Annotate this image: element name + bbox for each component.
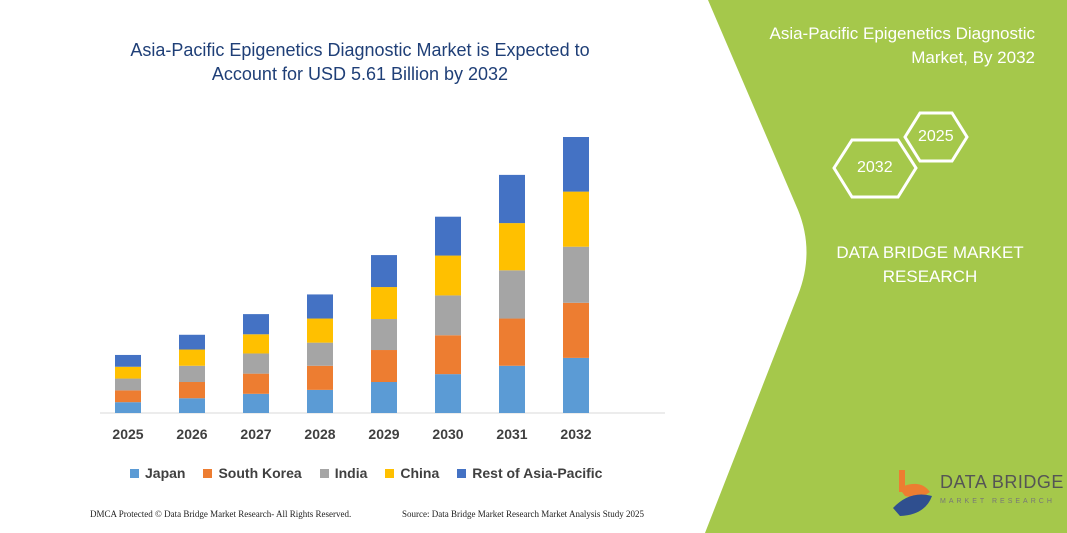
legend-swatch bbox=[319, 468, 329, 478]
hexagon-2025 bbox=[903, 111, 969, 163]
legend-swatch bbox=[385, 468, 395, 478]
bar-segment-china-2032 bbox=[563, 191, 589, 247]
bar-segment-india-2027 bbox=[243, 353, 269, 374]
legend-swatch bbox=[130, 468, 139, 478]
bar-segment-japan-2026 bbox=[179, 398, 205, 413]
x-tick-label: 2030 bbox=[432, 426, 463, 442]
bar-segment-rest-of-asia-pacific-2031 bbox=[499, 174, 525, 224]
bar-segment-rest-of-asia-pacific-2025 bbox=[115, 354, 141, 367]
chart-title: Asia-Pacific Epigenetics Diagnostic Mark… bbox=[130, 40, 590, 84]
legend-item-south-korea: South Korea bbox=[203, 465, 302, 481]
bar-segment-rest-of-asia-pacific-2029 bbox=[371, 255, 397, 288]
bar-segment-japan-2029 bbox=[371, 382, 397, 413]
green-side-panel bbox=[705, 0, 1067, 533]
x-tick-labels: 2025 2026 2027 2028 2029 2030 2031 2032 bbox=[112, 426, 591, 442]
bar-segment-rest-of-asia-pacific-2026 bbox=[179, 334, 205, 350]
bar-segment-rest-of-asia-pacific-2027 bbox=[243, 314, 269, 335]
bar-segment-japan-2027 bbox=[243, 393, 269, 413]
bar-segment-south-korea-2028 bbox=[307, 365, 333, 390]
legend-item-china: China bbox=[385, 465, 439, 481]
legend-label: India bbox=[334, 465, 368, 481]
bar-segment-india-2029 bbox=[371, 319, 397, 351]
bar-segment-japan-2025 bbox=[115, 402, 141, 413]
x-tick-label: 2029 bbox=[368, 426, 399, 442]
bar-segment-india-2025 bbox=[115, 378, 141, 391]
bar-segment-japan-2030 bbox=[435, 374, 461, 413]
bar-segment-china-2030 bbox=[435, 255, 461, 296]
bar-segment-south-korea-2029 bbox=[371, 350, 397, 383]
bar-segment-china-2029 bbox=[371, 287, 397, 320]
legend: Japan South Korea India China Rest of As… bbox=[130, 465, 602, 481]
x-tick-label: 2026 bbox=[176, 426, 207, 442]
bar-segment-india-2028 bbox=[307, 342, 333, 366]
bars-group bbox=[115, 137, 589, 413]
bar-segment-china-2026 bbox=[179, 349, 205, 366]
logo-subtext: MARKET RESEARCH bbox=[940, 498, 1055, 505]
bar-segment-south-korea-2027 bbox=[243, 373, 269, 394]
bar-segment-south-korea-2030 bbox=[435, 335, 461, 375]
legend-swatch bbox=[457, 468, 467, 478]
bar-segment-india-2026 bbox=[179, 365, 205, 383]
bar-segment-india-2031 bbox=[499, 270, 525, 319]
logo-text: DATA BRIDGE bbox=[940, 472, 1064, 492]
bar-segment-china-2028 bbox=[307, 318, 333, 343]
side-panel-title: Asia-Pacific Epigenetics Diagnostic Mark… bbox=[769, 24, 1035, 67]
hexagon-2032 bbox=[832, 138, 918, 199]
bar-segment-south-korea-2031 bbox=[499, 318, 525, 366]
legend-label: China bbox=[400, 465, 440, 481]
x-tick-label: 2027 bbox=[240, 426, 271, 442]
bar-segment-south-korea-2025 bbox=[115, 390, 141, 403]
bar-segment-china-2025 bbox=[115, 366, 141, 379]
legend-item-japan: Japan bbox=[130, 465, 185, 481]
bar-segment-china-2027 bbox=[243, 334, 269, 354]
bar-segment-south-korea-2026 bbox=[179, 382, 205, 399]
legend-label: South Korea bbox=[218, 465, 302, 481]
bar-segment-rest-of-asia-pacific-2032 bbox=[563, 137, 589, 192]
bar-segment-china-2031 bbox=[499, 223, 525, 271]
logo-icon bbox=[893, 470, 932, 516]
x-tick-label: 2031 bbox=[496, 426, 527, 442]
source-note: Source: Data Bridge Market Research Mark… bbox=[402, 509, 644, 519]
brand-name: DATA BRIDGE MARKET RESEARCH bbox=[836, 243, 1024, 286]
bar-segment-south-korea-2032 bbox=[563, 302, 589, 358]
x-tick-label: 2032 bbox=[560, 426, 591, 442]
x-tick-label: 2025 bbox=[112, 426, 143, 442]
legend-item-rest-of-asia-pacific: Rest of Asia-Pacific bbox=[457, 465, 602, 481]
bar-segment-rest-of-asia-pacific-2030 bbox=[435, 216, 461, 256]
x-tick-label: 2028 bbox=[304, 426, 335, 442]
legend-label: Japan bbox=[145, 465, 186, 481]
hex-label-2032: 2032 bbox=[857, 159, 893, 176]
bar-segment-india-2032 bbox=[563, 246, 589, 303]
bar-segment-japan-2031 bbox=[499, 365, 525, 413]
legend-label: Rest of Asia-Pacific bbox=[472, 465, 603, 481]
legend-item-india: India bbox=[319, 465, 368, 481]
bar-segment-india-2030 bbox=[435, 295, 461, 336]
hex-label-2025: 2025 bbox=[918, 128, 954, 145]
bar-segment-rest-of-asia-pacific-2028 bbox=[307, 294, 333, 319]
copyright-notice: DMCA Protected © Data Bridge Market Rese… bbox=[90, 509, 352, 519]
bar-segment-japan-2028 bbox=[307, 389, 333, 413]
legend-swatch bbox=[203, 468, 213, 478]
bar-segment-japan-2032 bbox=[563, 357, 589, 413]
